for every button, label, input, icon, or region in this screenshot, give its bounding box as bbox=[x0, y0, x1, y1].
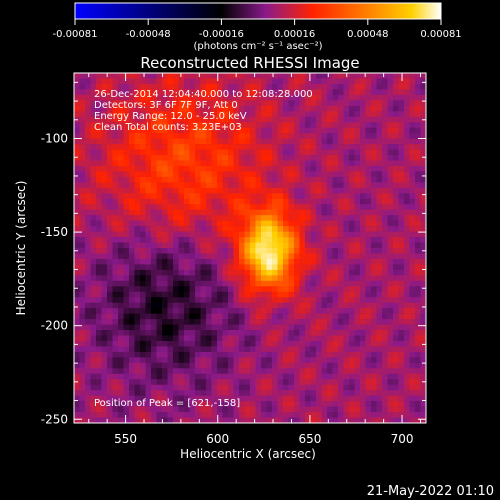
colorbar-units: (photons cm⁻² s⁻¹ asec⁻²) bbox=[193, 41, 322, 52]
plot-frame bbox=[73, 72, 427, 424]
colorbar-tick-label: 0.00081 bbox=[420, 29, 461, 40]
colorbar-tick-label: -0.00081 bbox=[53, 29, 98, 40]
annotation-block: 26-Dec-2014 12:04:40.000 to 12:08:28.000… bbox=[94, 89, 313, 409]
plot-title: Reconstructed RHESSI Image bbox=[140, 54, 359, 72]
y-tick-label: -250 bbox=[41, 412, 68, 426]
y-axis-label: Heliocentric Y (arcsec) bbox=[14, 181, 28, 316]
x-tick-label: 650 bbox=[298, 432, 321, 446]
heatmap-cells bbox=[74, 73, 426, 423]
y-tick-label: -150 bbox=[41, 225, 68, 239]
annotation-energy-range: Energy Range: 12.0 - 25.0 keV bbox=[94, 111, 247, 122]
colorbar-ticks: -0.00081 -0.00048 -0.00016 0.00016 0.00048 0.… bbox=[53, 19, 462, 40]
x-tick-label: 700 bbox=[391, 432, 414, 446]
colorbar-gradient bbox=[74, 2, 442, 20]
footer-date: 21-May-2022 01:10 bbox=[367, 484, 494, 499]
colorbar-tick-label: -0.00048 bbox=[126, 29, 171, 40]
y-tick-label: -100 bbox=[41, 132, 68, 146]
rhessi-image bbox=[73, 72, 427, 424]
annotation-method-counts: Clean Total counts: 3.23E+03 bbox=[94, 122, 242, 133]
colorbar: -0.00081 -0.00048 -0.00016 0.00016 0.00048 0.… bbox=[53, 2, 462, 52]
y-tick-label: -200 bbox=[41, 319, 68, 333]
axis-ticks: 550 600 650 700 -100 -150 -200 -250 bbox=[41, 73, 426, 446]
annotation-detectors: Detectors: 3F 6F 7F 9F, Att 0 bbox=[94, 100, 238, 111]
colorbar-tick-label: 0.00016 bbox=[274, 29, 315, 40]
x-tick-label: 550 bbox=[114, 432, 137, 446]
annotation-time-range: 26-Dec-2014 12:04:40.000 to 12:08:28.000 bbox=[94, 89, 313, 100]
x-axis-label: Heliocentric X (arcsec) bbox=[180, 447, 316, 461]
colorbar-tick-label: -0.00016 bbox=[199, 29, 244, 40]
annotation-peak-position: Position of Peak = [621,-158] bbox=[94, 398, 240, 409]
x-tick-label: 600 bbox=[206, 432, 229, 446]
colorbar-tick-label: 0.00048 bbox=[347, 29, 388, 40]
